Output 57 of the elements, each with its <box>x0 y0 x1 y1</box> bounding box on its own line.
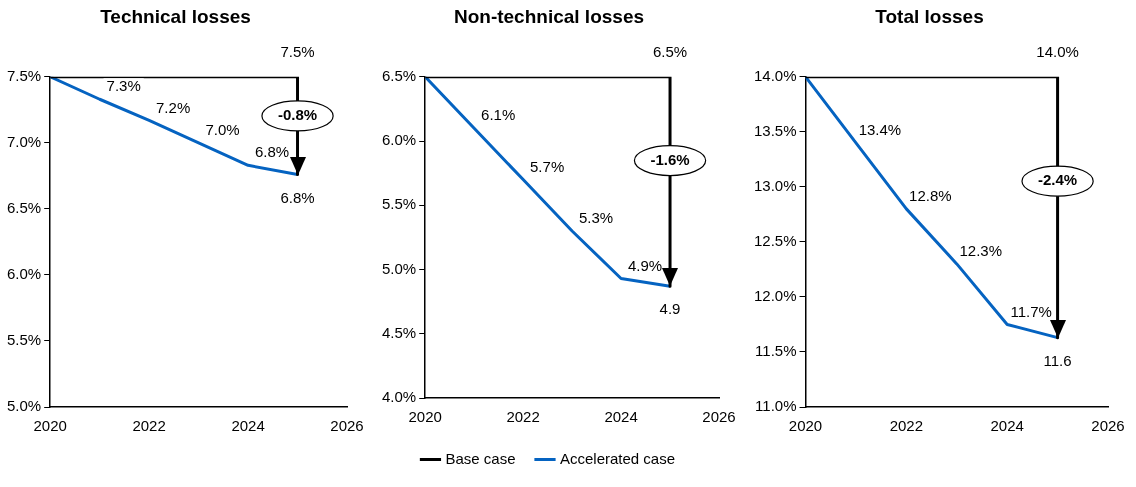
y-tick-label: 11.0% <box>755 397 797 415</box>
data-label: 7.0% <box>205 120 240 138</box>
chart-title: Technical losses <box>100 5 251 27</box>
y-tick-label: 5.0% <box>381 259 417 277</box>
annotation: -1.6% <box>650 150 690 168</box>
y-tick-label: 11.5% <box>755 342 797 360</box>
x-tick-label: 2020 <box>33 417 67 435</box>
x-tick-label: 2024 <box>604 408 638 426</box>
y-tick-label: 5.5% <box>6 331 42 349</box>
data-label: 6.8% <box>280 188 315 206</box>
x-tick-label: 2024 <box>990 417 1024 435</box>
legend-label: Accelerated case <box>559 449 676 467</box>
data-label: 7.5% <box>280 42 315 60</box>
y-tick-label: 14.0% <box>753 66 797 84</box>
y-tick-label: 4.5% <box>381 323 417 341</box>
data-label: 12.3% <box>959 242 1003 260</box>
data-label: 12.8% <box>909 187 952 205</box>
y-tick-label: 5.5% <box>381 195 417 213</box>
y-tick-label: 12.0% <box>753 287 797 305</box>
x-tick-label: 2024 <box>231 417 265 435</box>
data-label: 6.1% <box>481 106 516 124</box>
data-label: 13.4% <box>858 120 902 138</box>
x-tick-label: 2020 <box>408 408 442 426</box>
data-label: 6.5% <box>652 42 688 60</box>
data-label: 14.0% <box>1036 42 1079 60</box>
x-tick-label: 2022 <box>506 408 540 426</box>
y-tick-label: 7.5% <box>6 66 42 84</box>
data-label: 5.7% <box>530 157 565 175</box>
y-tick-label: 4.0% <box>381 388 417 406</box>
y-tick-label: 12.5% <box>753 232 797 250</box>
chart-title: Total losses <box>875 5 984 27</box>
data-label: 4.9% <box>627 256 663 274</box>
legend-label: Base case <box>445 449 516 467</box>
annotation: -2.4% <box>1037 171 1078 189</box>
data-label: 7.2% <box>156 98 191 116</box>
x-tick-label: 2022 <box>889 417 924 435</box>
y-tick-label: 6.5% <box>6 199 42 217</box>
x-tick-label: 2022 <box>132 417 166 435</box>
chart-title: Non-technical losses <box>453 5 645 27</box>
x-tick-label: 2026 <box>702 408 736 426</box>
x-tick-label: 2026 <box>1091 417 1125 435</box>
y-tick-label: 13.5% <box>753 121 797 139</box>
y-tick-label: 6.0% <box>6 265 42 283</box>
data-label: 5.3% <box>578 209 614 227</box>
annotation: -0.8% <box>277 106 318 124</box>
y-tick-label: 6.5% <box>381 66 417 84</box>
data-label: 6.8% <box>254 143 290 161</box>
x-tick-label: 2026 <box>330 417 364 435</box>
data-label: 11.6 <box>1043 351 1072 369</box>
data-label: 11.7% <box>1010 302 1052 320</box>
y-tick-label: 7.0% <box>6 132 42 150</box>
y-tick-label: 6.0% <box>381 131 417 149</box>
y-tick-label: 13.0% <box>753 177 797 195</box>
data-label: 7.3% <box>106 77 141 95</box>
y-tick-label: 5.0% <box>6 397 42 415</box>
x-tick-label: 2020 <box>788 417 823 435</box>
data-label: 4.9 <box>659 300 681 318</box>
